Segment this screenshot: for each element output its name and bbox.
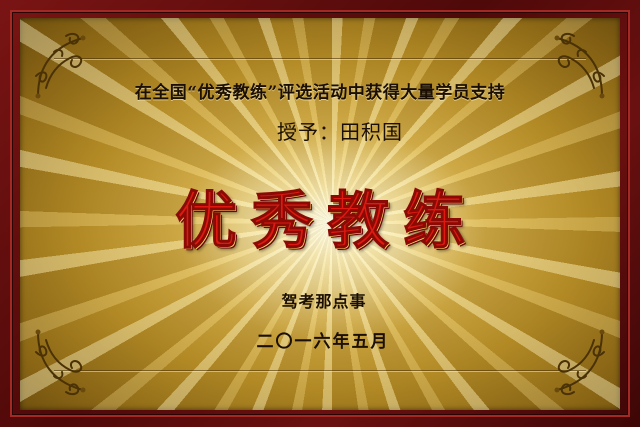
center-sheen bbox=[20, 18, 620, 410]
top-divider bbox=[54, 58, 586, 60]
scroll-flourish-icon bbox=[28, 322, 108, 402]
award-recipient: 授予：田积国 bbox=[277, 120, 403, 144]
award-date: 二〇一六年五月 bbox=[256, 332, 390, 352]
headline: 在全国“优秀教练”评选活动中获得大量学员支持 bbox=[134, 83, 506, 103]
scroll-flourish-icon bbox=[28, 26, 108, 106]
bottom-divider bbox=[54, 370, 586, 372]
scroll-flourish-icon bbox=[532, 322, 612, 402]
gold-plaque: 在全国“优秀教练”评选活动中获得大量学员支持 授予：田积国 优秀教练 驾考那点事… bbox=[20, 18, 620, 410]
award-title: 优秀教练 bbox=[174, 184, 479, 258]
issuer: 驾考那点事 bbox=[281, 292, 367, 311]
scroll-flourish-icon bbox=[532, 26, 612, 106]
frame-border bbox=[10, 10, 630, 417]
